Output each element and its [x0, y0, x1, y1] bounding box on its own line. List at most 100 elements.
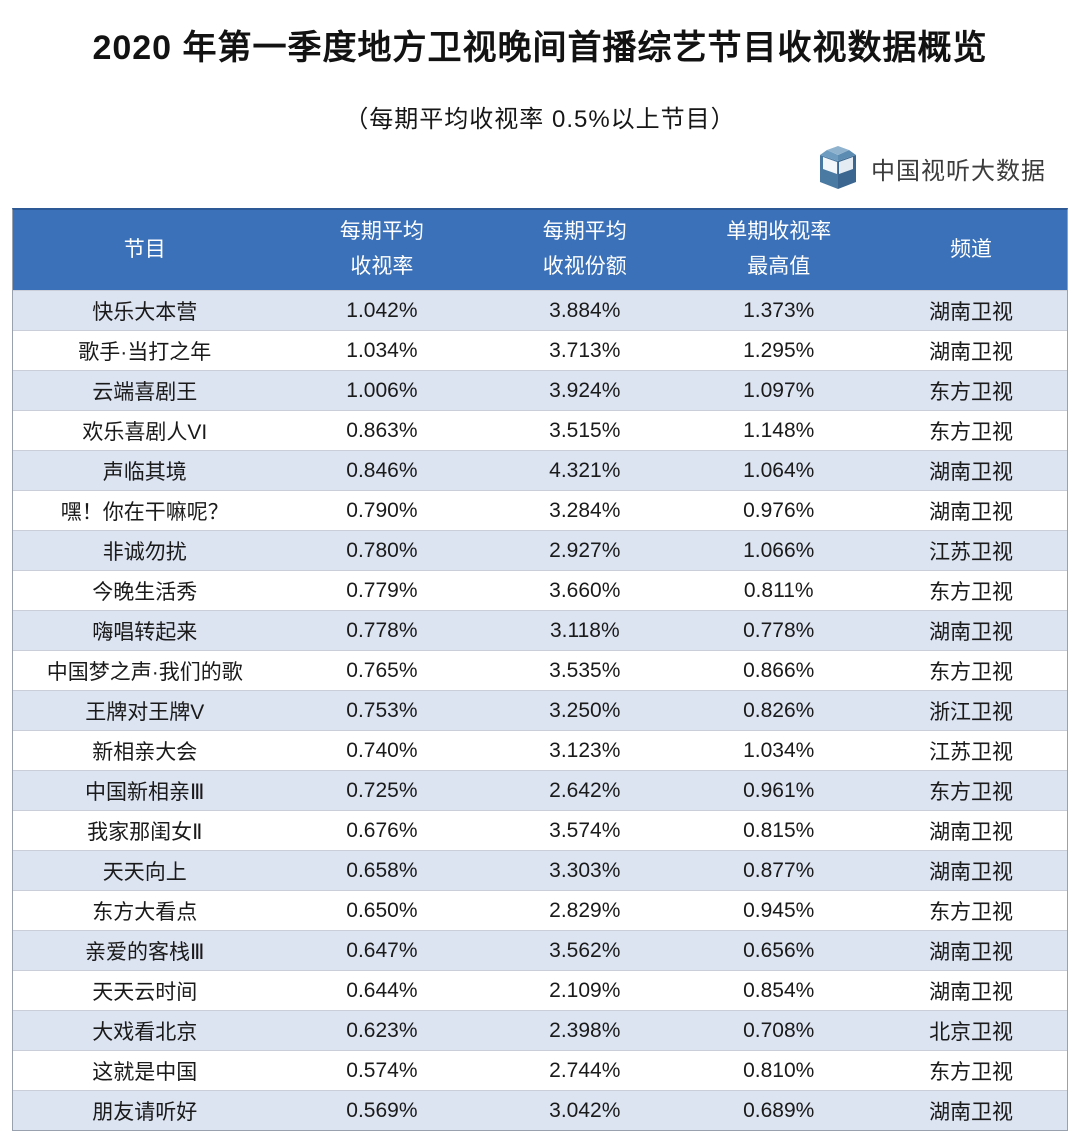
cell-avg-rating: 1.042%	[346, 298, 418, 322]
cell-max-rating: 1.064%	[743, 458, 815, 482]
cell-avg-rating: 0.725%	[346, 778, 418, 802]
cell-avg-rating: 0.574%	[346, 1058, 418, 1082]
cell-program: 今晚生活秀	[92, 580, 198, 604]
cell-program: 东方大看点	[92, 900, 198, 924]
table-row: 这就是中国 0.574% 2.744% 0.810% 东方卫视	[13, 1050, 1067, 1090]
cell-program: 王牌对王牌V	[85, 700, 205, 724]
table-row: 中国梦之声·我们的歌 0.765% 3.535% 0.866% 东方卫视	[13, 650, 1067, 690]
cell-program: 声临其境	[102, 460, 187, 484]
cell-program: 中国新相亲Ⅲ	[85, 780, 205, 804]
cell-avg-share: 3.924%	[549, 378, 621, 402]
cell-avg-share: 3.884%	[549, 298, 621, 322]
cell-channel: 湖南卫视	[929, 980, 1014, 1004]
cell-avg-share: 3.660%	[549, 578, 621, 602]
table-row: 天天云时间 0.644% 2.109% 0.854% 湖南卫视	[13, 970, 1067, 1010]
cell-avg-share: 2.398%	[549, 1018, 621, 1042]
cell-channel: 湖南卫视	[929, 940, 1014, 964]
table-row: 中国新相亲Ⅲ 0.725% 2.642% 0.961% 东方卫视	[13, 770, 1067, 810]
table-row: 嗨唱转起来 0.778% 3.118% 0.778% 湖南卫视	[13, 610, 1067, 650]
cell-max-rating: 1.295%	[743, 338, 815, 362]
cell-channel: 北京卫视	[929, 1020, 1014, 1044]
cell-max-rating: 0.815%	[743, 818, 815, 842]
ratings-table: 节目 每期平均 收视率 每期平均 收视份额 单期收视率 最高值 频道 快乐大本营 1.04…	[12, 208, 1068, 1131]
cell-program: 欢乐喜剧人VI	[82, 420, 208, 444]
table-row: 王牌对王牌V 0.753% 3.250% 0.826% 浙江卫视	[13, 690, 1067, 730]
cell-program: 嗨唱转起来	[92, 620, 198, 644]
cell-channel: 浙江卫视	[929, 700, 1014, 724]
page-title: 2020 年第一季度地方卫视晚间首播综艺节目收视数据概览	[92, 29, 988, 67]
cell-avg-rating: 0.644%	[346, 978, 418, 1002]
cell-avg-rating: 0.780%	[346, 538, 418, 562]
cell-program: 歌手·当打之年	[78, 340, 212, 364]
cell-max-rating: 0.854%	[743, 978, 815, 1002]
cell-channel: 湖南卫视	[929, 860, 1014, 884]
cell-channel: 湖南卫视	[929, 1100, 1014, 1124]
column-header: 节目	[123, 237, 166, 261]
table-body: 快乐大本营 1.042% 3.884% 1.373% 湖南卫视 歌手·当打之年 1.034%…	[13, 290, 1067, 1130]
cell-avg-share: 3.535%	[549, 658, 621, 682]
cell-avg-rating: 0.623%	[346, 1018, 418, 1042]
cell-avg-rating: 0.790%	[346, 498, 418, 522]
cell-channel: 湖南卫视	[929, 460, 1014, 484]
cell-max-rating: 1.373%	[743, 298, 815, 322]
column-header: 频道	[950, 237, 993, 261]
cell-program: 嘿！你在干嘛呢？	[60, 500, 229, 524]
cell-max-rating: 0.689%	[743, 1098, 815, 1122]
cell-avg-rating: 0.647%	[346, 938, 418, 962]
cell-channel: 湖南卫视	[929, 340, 1014, 364]
cell-channel: 东方卫视	[929, 420, 1014, 444]
cell-avg-share: 2.829%	[549, 898, 621, 922]
table-row: 新相亲大会 0.740% 3.123% 1.034% 江苏卫视	[13, 730, 1067, 770]
cell-channel: 东方卫视	[929, 380, 1014, 404]
cell-avg-share: 3.574%	[549, 818, 621, 842]
cell-channel: 江苏卫视	[929, 540, 1014, 564]
cell-avg-share: 3.284%	[549, 498, 621, 522]
cell-program: 我家那闺女Ⅱ	[87, 820, 203, 844]
cell-max-rating: 1.034%	[743, 738, 815, 762]
cell-avg-share: 3.118%	[549, 618, 620, 642]
cell-program: 亲爱的客栈Ⅲ	[85, 940, 205, 964]
column-header: 每期平均 收视份额	[542, 220, 627, 278]
cell-max-rating: 0.976%	[743, 498, 815, 522]
cell-avg-share: 3.303%	[549, 858, 621, 882]
cell-program: 非诚勿扰	[102, 540, 187, 564]
cell-program: 快乐大本营	[92, 300, 198, 324]
table-row: 天天向上 0.658% 3.303% 0.877% 湖南卫视	[13, 850, 1067, 890]
cell-program: 云端喜剧王	[92, 380, 198, 404]
cell-avg-share: 3.123%	[549, 738, 621, 762]
cell-avg-rating: 0.650%	[346, 898, 418, 922]
cell-program: 中国梦之声·我们的歌	[46, 660, 243, 684]
cell-max-rating: 0.961%	[743, 778, 815, 802]
cell-avg-rating: 0.569%	[346, 1098, 418, 1122]
cell-avg-share: 3.042%	[549, 1098, 621, 1122]
table-row: 我家那闺女Ⅱ 0.676% 3.574% 0.815% 湖南卫视	[13, 810, 1067, 850]
cell-avg-rating: 1.034%	[346, 338, 418, 362]
cell-program: 天天向上	[102, 860, 187, 884]
column-header: 每期平均 收视率	[339, 220, 424, 278]
page-subtitle: （每期平均收视率 0.5%以上节目）	[344, 106, 736, 133]
cell-avg-rating: 0.753%	[346, 698, 418, 722]
cell-channel: 湖南卫视	[929, 820, 1014, 844]
cell-max-rating: 0.708%	[743, 1018, 815, 1042]
cell-avg-rating: 0.740%	[346, 738, 418, 762]
cell-max-rating: 1.148%	[743, 418, 815, 442]
cell-avg-rating: 0.778%	[346, 618, 418, 642]
cell-avg-share: 2.642%	[549, 778, 621, 802]
cell-avg-share: 3.250%	[549, 698, 621, 722]
table-row: 朋友请听好 0.569% 3.042% 0.689% 湖南卫视	[13, 1090, 1067, 1130]
cell-avg-share: 3.713%	[549, 338, 621, 362]
cell-avg-rating: 0.863%	[346, 418, 418, 442]
cell-avg-share: 3.562%	[549, 938, 621, 962]
logo-text: 中国视听大数据	[871, 157, 1046, 185]
table-row: 声临其境 0.846% 4.321% 1.064% 湖南卫视	[13, 450, 1067, 490]
cell-channel: 东方卫视	[929, 660, 1014, 684]
cell-max-rating: 0.945%	[743, 898, 815, 922]
cell-avg-rating: 0.658%	[346, 858, 418, 882]
open-book-logo-icon	[817, 145, 859, 191]
cell-avg-rating: 0.765%	[346, 658, 418, 682]
table-row: 欢乐喜剧人VI 0.863% 3.515% 1.148% 东方卫视	[13, 410, 1067, 450]
cell-max-rating: 0.810%	[743, 1058, 815, 1082]
table-row: 非诚勿扰 0.780% 2.927% 1.066% 江苏卫视	[13, 530, 1067, 570]
table-row: 云端喜剧王 1.006% 3.924% 1.097% 东方卫视	[13, 370, 1067, 410]
table-row: 东方大看点 0.650% 2.829% 0.945% 东方卫视	[13, 890, 1067, 930]
